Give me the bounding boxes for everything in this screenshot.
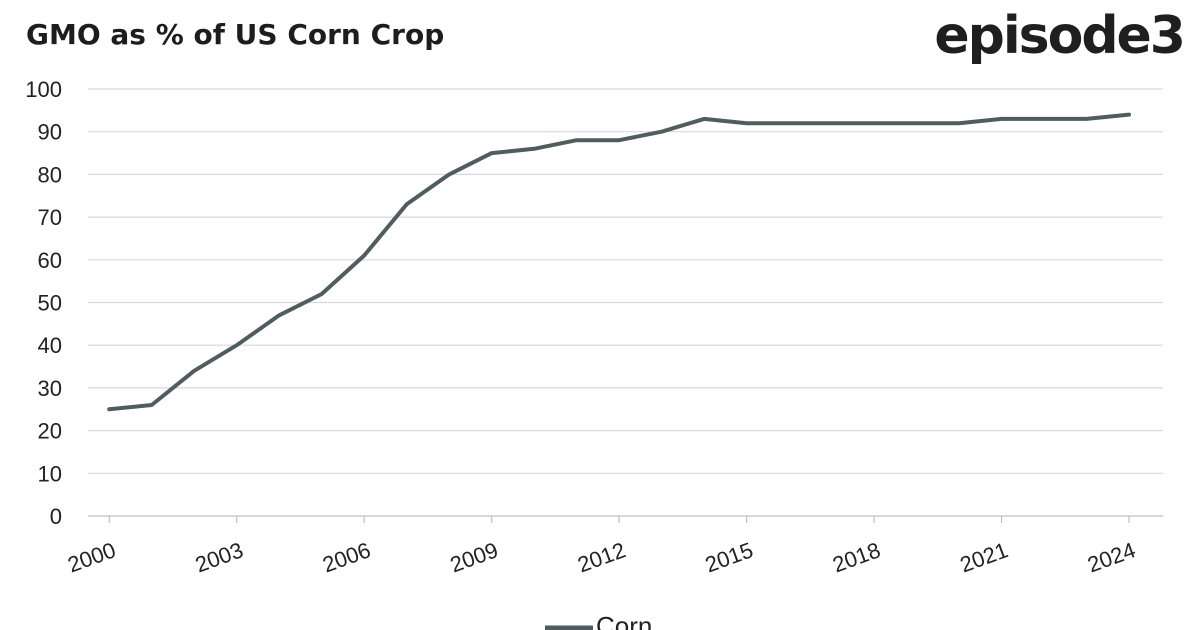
data-point [406, 204, 407, 205]
y-tick-label: 20 [38, 419, 62, 444]
data-point [1044, 118, 1045, 119]
brand-logo: episode3 [934, 6, 1186, 66]
series-layer [107, 112, 1131, 412]
data-point [746, 123, 747, 124]
data-point [279, 315, 280, 316]
data-point [449, 174, 450, 175]
data-point [1129, 114, 1130, 115]
data-point [874, 123, 875, 124]
y-tick-label: 60 [38, 248, 62, 273]
x-tick-label: 2024 [1084, 537, 1139, 577]
data-point [619, 140, 620, 141]
data-point [789, 123, 790, 124]
data-point [236, 345, 237, 346]
x-tick-label: 2012 [574, 537, 629, 577]
data-point [576, 140, 577, 141]
data-point [661, 131, 662, 132]
data-point [1001, 118, 1002, 119]
series-line-corn [107, 112, 1131, 412]
y-tick-label: 100 [25, 77, 62, 102]
y-axis-ticks: 0 10 20 30 40 50 60 70 80 90 100 [25, 77, 62, 529]
y-tick-label: 80 [38, 162, 62, 187]
y-tick-label: 90 [38, 120, 62, 145]
y-tick-label: 0 [50, 504, 62, 529]
data-point [704, 118, 705, 119]
y-tick-label: 10 [38, 461, 62, 486]
x-tick-label: 2000 [64, 537, 119, 577]
data-point [959, 123, 960, 124]
y-tick-label: 70 [38, 205, 62, 230]
x-tick-label: 2015 [702, 537, 757, 577]
chart-title: GMO as % of US Corn Crop [26, 18, 445, 51]
x-tick-label: 2006 [319, 537, 374, 577]
data-point [151, 404, 152, 405]
y-tick-label: 30 [38, 376, 62, 401]
data-point [321, 293, 322, 294]
data-point [534, 148, 535, 149]
x-tick-label: 2018 [829, 537, 884, 577]
gridlines [88, 88, 1163, 517]
data-point [831, 123, 832, 124]
data-point [916, 123, 917, 124]
x-tick-label: 2003 [192, 537, 247, 577]
legend-label: Corn [596, 611, 652, 630]
y-tick-label: 40 [38, 333, 62, 358]
data-point [109, 409, 110, 410]
data-point [364, 255, 365, 256]
x-axis-ticks: 2000 2003 2006 2009 2012 2015 2018 2021 2024 [64, 516, 1139, 577]
data-point [194, 370, 195, 371]
y-tick-label: 50 [38, 291, 62, 316]
data-point [1086, 118, 1087, 119]
data-point [491, 153, 492, 154]
x-tick-label: 2021 [957, 537, 1012, 577]
legend: Corn [545, 611, 652, 630]
x-tick-label: 2009 [447, 537, 502, 577]
